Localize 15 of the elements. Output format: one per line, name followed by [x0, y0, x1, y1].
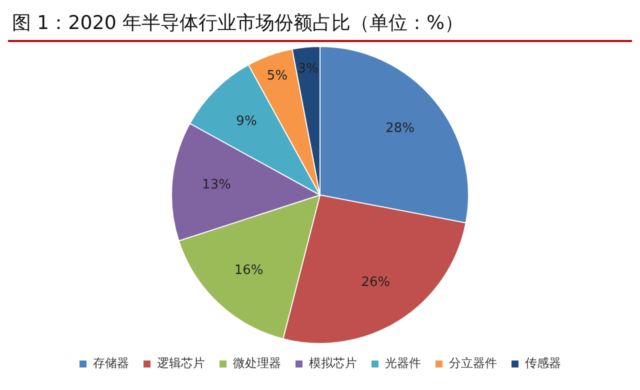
legend-label: 分立器件 — [449, 356, 497, 370]
data-label: 3% — [298, 62, 318, 77]
legend-label: 传感器 — [525, 356, 561, 370]
legend-label: 光器件 — [385, 356, 421, 370]
data-label: 5% — [266, 68, 288, 84]
data-label: 28% — [386, 121, 415, 136]
legend-label: 模拟芯片 — [309, 356, 357, 370]
data-label: 9% — [236, 114, 257, 129]
chart-title: 图 1：2020 年半导体行业市场份额占比（单位：%） — [11, 11, 465, 36]
data-label: 26% — [361, 275, 390, 290]
legend-label: 逻辑芯片 — [157, 356, 205, 370]
data-label: 13% — [202, 178, 231, 193]
data-label: 16% — [234, 263, 264, 278]
legend-label: 微处理器 — [233, 356, 281, 370]
legend-label: 存储器 — [93, 356, 129, 370]
